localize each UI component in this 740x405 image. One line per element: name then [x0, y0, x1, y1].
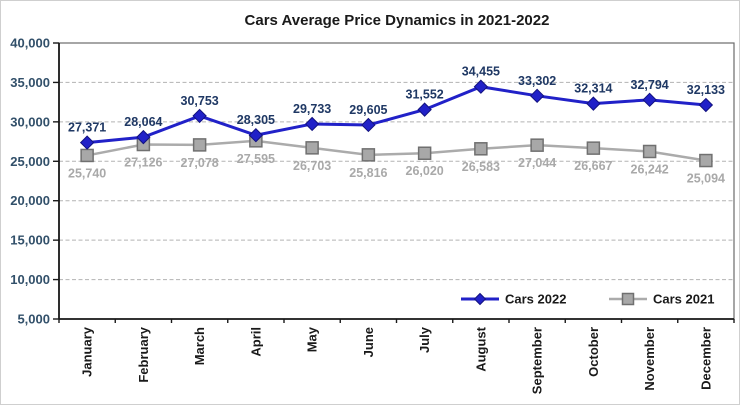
square-marker — [699, 153, 713, 168]
diamond-marker — [473, 79, 489, 94]
square-marker — [361, 148, 376, 162]
x-axis-label-september: September — [530, 327, 545, 394]
chart-title: Cars Average Price Dynamics in 2021-2022 — [245, 12, 550, 29]
legend-item-cars-2021: Cars 2021 — [609, 292, 714, 307]
diamond-marker — [248, 128, 264, 143]
square-marker — [642, 144, 657, 159]
chart-generated-layer: 5,000 10,000 15,000 20,000 25,000 30,000 35,00… — [10, 36, 735, 394]
square-marker — [474, 142, 488, 156]
legend-item-cars-2022: Cars 2022 — [461, 292, 566, 307]
diamond-marker — [304, 116, 320, 132]
data-label-cars-2022-july: 31,552 — [406, 88, 444, 102]
data-label-cars-2021-august: 26,583 — [462, 160, 500, 174]
x-axis-label-august: August — [473, 326, 488, 371]
x-axis-label-april: April — [248, 327, 263, 357]
y-axis-tick-label: 30,000 — [10, 114, 50, 129]
y-axis-tick-label: 20,000 — [10, 193, 50, 208]
diamond-marker — [192, 108, 207, 124]
data-label-cars-2021-october: 26,667 — [574, 159, 612, 173]
diamond-marker — [417, 102, 432, 117]
diamond-marker — [642, 92, 657, 108]
y-axis-tick-label: 40,000 — [10, 36, 50, 51]
data-label-cars-2022-november: 32,794 — [631, 78, 669, 92]
x-axis-label-october: October — [586, 327, 601, 377]
data-label-cars-2022-may: 29,733 — [293, 102, 331, 116]
data-label-cars-2022-june: 29,605 — [349, 103, 387, 117]
x-axis-label-march: March — [192, 327, 207, 365]
data-label-cars-2021-december: 25,094 — [687, 172, 725, 186]
legend-label-cars-2021: Cars 2021 — [653, 292, 714, 307]
y-axis-tick-label: 10,000 — [10, 272, 50, 287]
series-cars-2022: 27,371 28,064 30,753 28,305 29,733 29,605 31,5… — [68, 65, 725, 150]
x-axis-label-june: June — [361, 327, 376, 357]
data-label-cars-2022-march: 30,753 — [181, 94, 219, 108]
data-label-cars-2021-july: 26,020 — [406, 164, 444, 178]
series-line-cars-2021 — [86, 139, 707, 162]
data-label-cars-2022-february: 28,064 — [124, 115, 162, 129]
series-cars-2021: 25,740 27,126 27,078 27,595 26,703 25,816 26,0… — [68, 134, 725, 186]
data-label-cars-2021-may: 26,703 — [293, 159, 331, 173]
y-axis-tick-label: 5,000 — [17, 312, 50, 327]
diamond-marker — [79, 135, 95, 150]
diamond-marker — [698, 97, 714, 113]
legend: Cars 2022 Cars 2021 — [461, 292, 714, 307]
square-marker — [305, 141, 319, 155]
diamond-marker — [361, 117, 376, 133]
square-marker — [530, 138, 544, 152]
data-label-cars-2021-september: 27,044 — [518, 156, 556, 170]
data-label-cars-2022-april: 28,305 — [237, 113, 275, 127]
x-axis-label-july: July — [417, 326, 432, 353]
y-axis-tick-label: 15,000 — [10, 233, 50, 248]
series-line-cars-2022 — [86, 85, 707, 145]
square-marker — [417, 146, 432, 160]
x-axis-label-november: November — [642, 327, 657, 391]
square-marker — [80, 148, 94, 163]
x-axis-label-january: January — [80, 326, 95, 377]
legend-diamond-marker — [473, 292, 487, 306]
square-marker — [586, 141, 601, 155]
y-axis-tick-label: 35,000 — [10, 75, 50, 90]
data-label-cars-2021-november: 26,242 — [631, 162, 669, 176]
x-axis-label-february: February — [136, 326, 151, 382]
data-label-cars-2022-december: 32,133 — [687, 83, 725, 97]
data-label-cars-2022-october: 32,314 — [574, 82, 612, 96]
data-label-cars-2021-january: 25,740 — [68, 166, 106, 180]
square-marker — [192, 138, 207, 152]
data-label-cars-2022-august: 34,455 — [462, 65, 500, 79]
data-label-cars-2021-february: 27,126 — [124, 156, 162, 170]
diamond-marker — [586, 96, 601, 111]
diamond-marker — [136, 129, 151, 145]
x-axis-label-december: December — [698, 327, 713, 390]
legend-label-cars-2022: Cars 2022 — [505, 292, 566, 307]
data-label-cars-2022-september: 33,302 — [518, 74, 556, 88]
x-axis-label-may: May — [305, 326, 320, 352]
data-label-cars-2022-january: 27,371 — [68, 121, 106, 135]
data-label-cars-2021-march: 27,078 — [181, 156, 219, 170]
y-axis-tick-label: 25,000 — [10, 154, 50, 169]
diamond-marker — [529, 88, 545, 104]
data-label-cars-2021-june: 25,816 — [349, 166, 387, 180]
legend-square-marker — [621, 292, 635, 306]
data-label-cars-2021-april: 27,595 — [237, 152, 275, 166]
